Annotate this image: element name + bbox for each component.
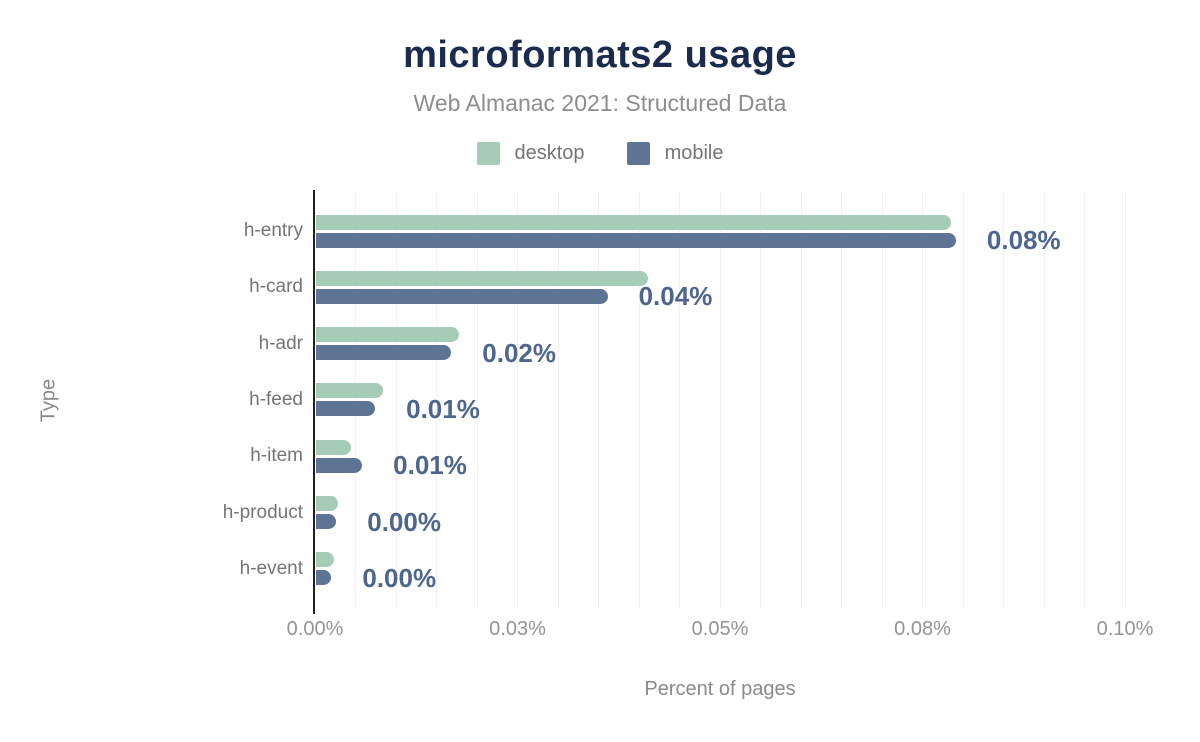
chart-title: microformats2 usage: [403, 34, 797, 76]
category-label: h-adr: [258, 332, 303, 354]
gridline: [881, 191, 883, 608]
gridline: [476, 191, 478, 608]
y-axis-line: [313, 190, 315, 614]
desktop-bar: [316, 214, 952, 230]
x-tick-label: 0.08%: [894, 618, 951, 640]
gridline: [922, 191, 923, 608]
gridline: [557, 191, 559, 608]
value-label: 0.02%: [482, 337, 556, 368]
y-axis-title: Type: [37, 378, 60, 423]
x-tick-label: 0.10%: [1096, 618, 1154, 640]
legend-label: desktop: [514, 142, 585, 164]
desktop-bar: [316, 552, 334, 568]
value-label: 0.00%: [362, 562, 437, 593]
gridline: [962, 191, 964, 608]
value-label: 0.00%: [367, 506, 441, 537]
legend-label: mobile: [664, 142, 724, 164]
mobile-bar: [316, 570, 332, 586]
mobile-bar: [316, 514, 337, 529]
legend: desktop mobile: [0, 142, 1200, 165]
gridline: [638, 191, 640, 608]
gridline: [679, 191, 680, 608]
desktop-bar: [316, 327, 460, 343]
x-tick-label: 0.00%: [286, 618, 344, 640]
mobile-bar: [316, 232, 956, 248]
gridline: [395, 191, 397, 608]
legend-item-mobile: mobile: [626, 142, 724, 165]
gridline: [1124, 191, 1126, 608]
desktop-bar: [316, 383, 384, 399]
desktop-bar: [316, 496, 338, 511]
category-label: h-feed: [249, 388, 303, 410]
value-label: 0.01%: [406, 393, 480, 424]
value-label: 0.08%: [986, 225, 1061, 255]
gridline: [1043, 191, 1045, 608]
mobile-bar: [316, 401, 376, 417]
x-tick-label: 0.05%: [691, 618, 749, 640]
gridline: [1003, 191, 1004, 608]
gridline: [355, 191, 356, 608]
desktop-bar: [316, 439, 351, 455]
gridline: [598, 191, 599, 608]
chart-subtitle: Web Almanac 2021: Structured Data: [413, 90, 787, 116]
category-label: h-product: [222, 501, 303, 523]
category-label: h-entry: [243, 220, 303, 241]
mobile-bar: [316, 288, 608, 304]
desktop-bar: [316, 270, 649, 286]
gridline: [436, 191, 437, 608]
value-label: 0.01%: [393, 450, 467, 481]
category-label: h-event: [239, 557, 303, 579]
mobile-bar: [316, 345, 452, 361]
x-axis-title: Percent of pages: [644, 678, 796, 700]
gridline: [760, 191, 761, 608]
category-label: h-item: [250, 445, 303, 467]
gridline: [841, 191, 842, 608]
category-label: h-card: [249, 276, 303, 298]
mobile-bar: [316, 457, 363, 473]
gridline: [517, 191, 518, 608]
value-label: 0.04%: [638, 281, 713, 312]
gridline: [1084, 191, 1085, 608]
legend-swatch-desktop: [476, 142, 500, 165]
legend-swatch-mobile: [626, 142, 650, 165]
gridline: [719, 191, 721, 608]
gridline: [800, 191, 802, 608]
x-tick-label: 0.03%: [489, 618, 546, 640]
legend-item-desktop: desktop: [476, 142, 585, 165]
